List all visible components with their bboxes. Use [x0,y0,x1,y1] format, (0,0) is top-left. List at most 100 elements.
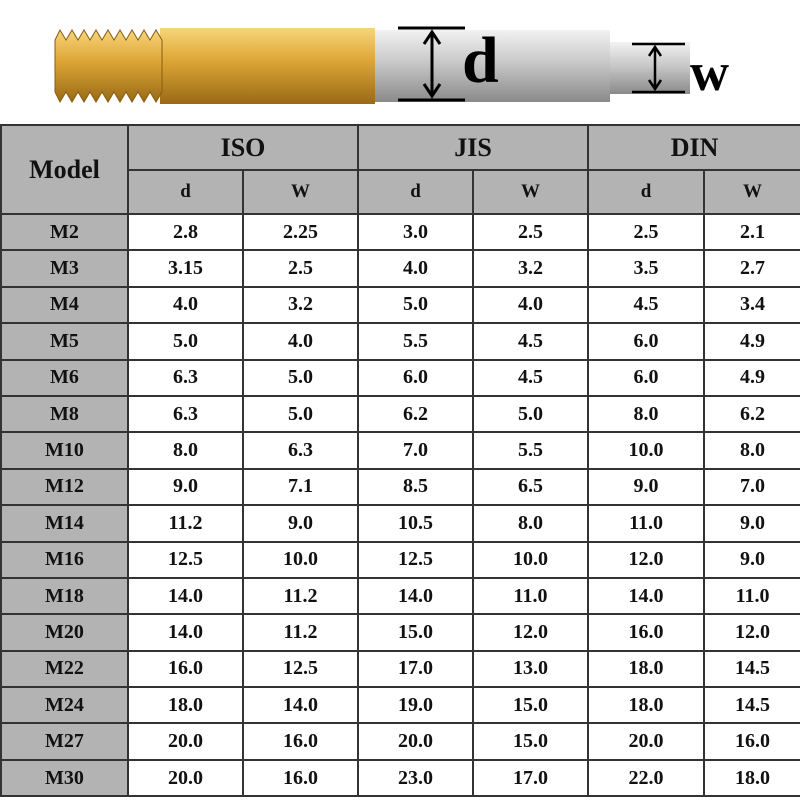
table-row: M10 8.0 6.3 7.0 5.5 10.0 8.0 [0,431,800,470]
value-cell: 6.0 [587,358,706,397]
value-cell: 3.15 [127,249,244,288]
value-cell: 16.0 [587,613,706,652]
value-cell: 12.5 [357,540,474,579]
value-cell: 11.2 [127,504,244,543]
value-cell: 11.0 [587,504,706,543]
value-cell: 20.0 [587,722,706,761]
dimension-d [398,26,465,102]
value-cell: 3.5 [587,249,706,288]
value-cell: 6.0 [357,358,474,397]
value-cell: 19.0 [357,686,474,725]
model-cell: M6 [0,358,129,397]
value-cell: 9.0 [242,504,359,543]
value-cell: 18.0 [587,649,706,689]
table-row: M5 5.0 4.0 5.5 4.5 6.0 4.9 [0,322,800,361]
value-cell: 2.25 [242,212,359,252]
value-cell: 5.5 [471,431,590,470]
value-cell: 2.5 [587,212,706,252]
thread [54,28,163,104]
value-cell: 14.0 [357,576,474,616]
value-cell: 4.0 [127,285,244,325]
value-cell: 2.5 [242,249,359,288]
table-row: M18 14.0 11.2 14.0 11.0 14.0 11.0 [0,576,800,616]
table-row: M22 16.0 12.5 17.0 13.0 18.0 14.5 [0,649,800,689]
value-cell: 4.9 [703,358,800,397]
value-cell: 11.2 [242,613,359,652]
value-cell: 7.1 [242,467,359,507]
value-cell: 9.0 [587,467,706,507]
table-row: M24 18.0 14.0 19.0 15.0 18.0 14.5 [0,686,800,725]
value-cell: 6.3 [127,358,244,397]
value-cell: 5.0 [471,394,590,434]
value-cell: 6.3 [127,394,244,434]
value-cell: 4.5 [471,322,590,361]
value-cell: 6.5 [471,467,590,507]
value-cell: 8.0 [127,431,244,470]
value-cell: 3.2 [242,285,359,325]
value-cell: 10.0 [587,431,706,470]
model-cell: M3 [0,249,129,288]
model-cell: M14 [0,504,129,543]
subheader: d [587,169,706,215]
table-row: M12 9.0 7.1 8.5 6.5 9.0 7.0 [0,467,800,507]
value-cell: 5.0 [357,285,474,325]
value-cell: 7.0 [703,467,800,507]
value-cell: 12.0 [587,540,706,579]
value-cell: 14.5 [703,649,800,689]
value-cell: 5.0 [242,358,359,397]
d-label: d [462,24,499,97]
model-cell: M27 [0,722,129,761]
value-cell: 2.8 [127,212,244,252]
table-row: M6 6.3 5.0 6.0 4.5 6.0 4.9 [0,358,800,397]
value-cell: 4.0 [357,249,474,288]
value-cell: 2.7 [703,249,800,288]
value-cell: 14.0 [242,686,359,725]
model-cell: M30 [0,758,129,798]
value-cell: 16.0 [127,649,244,689]
w-label: w [690,42,729,102]
value-cell: 5.0 [127,322,244,361]
value-cell: 16.0 [703,722,800,761]
group-header: ISO [127,124,359,171]
value-cell: 14.0 [587,576,706,616]
value-cell: 22.0 [587,758,706,798]
model-cell: M5 [0,322,129,361]
value-cell: 18.0 [703,758,800,798]
value-cell: 2.1 [703,212,800,252]
model-cell: M10 [0,431,129,470]
value-cell: 14.0 [127,576,244,616]
value-cell: 6.0 [587,322,706,361]
value-cell: 23.0 [357,758,474,798]
tap-body [160,28,375,104]
value-cell: 18.0 [587,686,706,725]
value-cell: 16.0 [242,758,359,798]
model-cell: M8 [0,394,129,434]
value-cell: 11.0 [703,576,800,616]
model-cell: M4 [0,285,129,325]
table-body: M2 2.8 2.25 3.0 2.5 2.5 2.1 M3 3.15 2.5 4.0 3.2 3.5 2… [0,212,800,798]
value-cell: 8.0 [471,504,590,543]
value-cell: 12.5 [127,540,244,579]
value-cell: 10.0 [471,540,590,579]
model-header: Model [0,124,129,215]
value-cell: 9.0 [127,467,244,507]
value-cell: 9.0 [703,504,800,543]
value-cell: 3.4 [703,285,800,325]
value-cell: 4.5 [471,358,590,397]
value-cell: 17.0 [471,758,590,798]
value-cell: 4.9 [703,322,800,361]
value-cell: 2.5 [471,212,590,252]
value-cell: 12.5 [242,649,359,689]
subheader: W [703,169,800,215]
table-row: M16 12.5 10.0 12.5 10.0 12.0 9.0 [0,540,800,579]
subheader: W [242,169,359,215]
table-row: M14 11.2 9.0 10.5 8.0 11.0 9.0 [0,504,800,543]
value-cell: 8.5 [357,467,474,507]
value-cell: 8.0 [587,394,706,434]
value-cell: 20.0 [357,722,474,761]
value-cell: 6.2 [703,394,800,434]
value-cell: 15.0 [471,722,590,761]
